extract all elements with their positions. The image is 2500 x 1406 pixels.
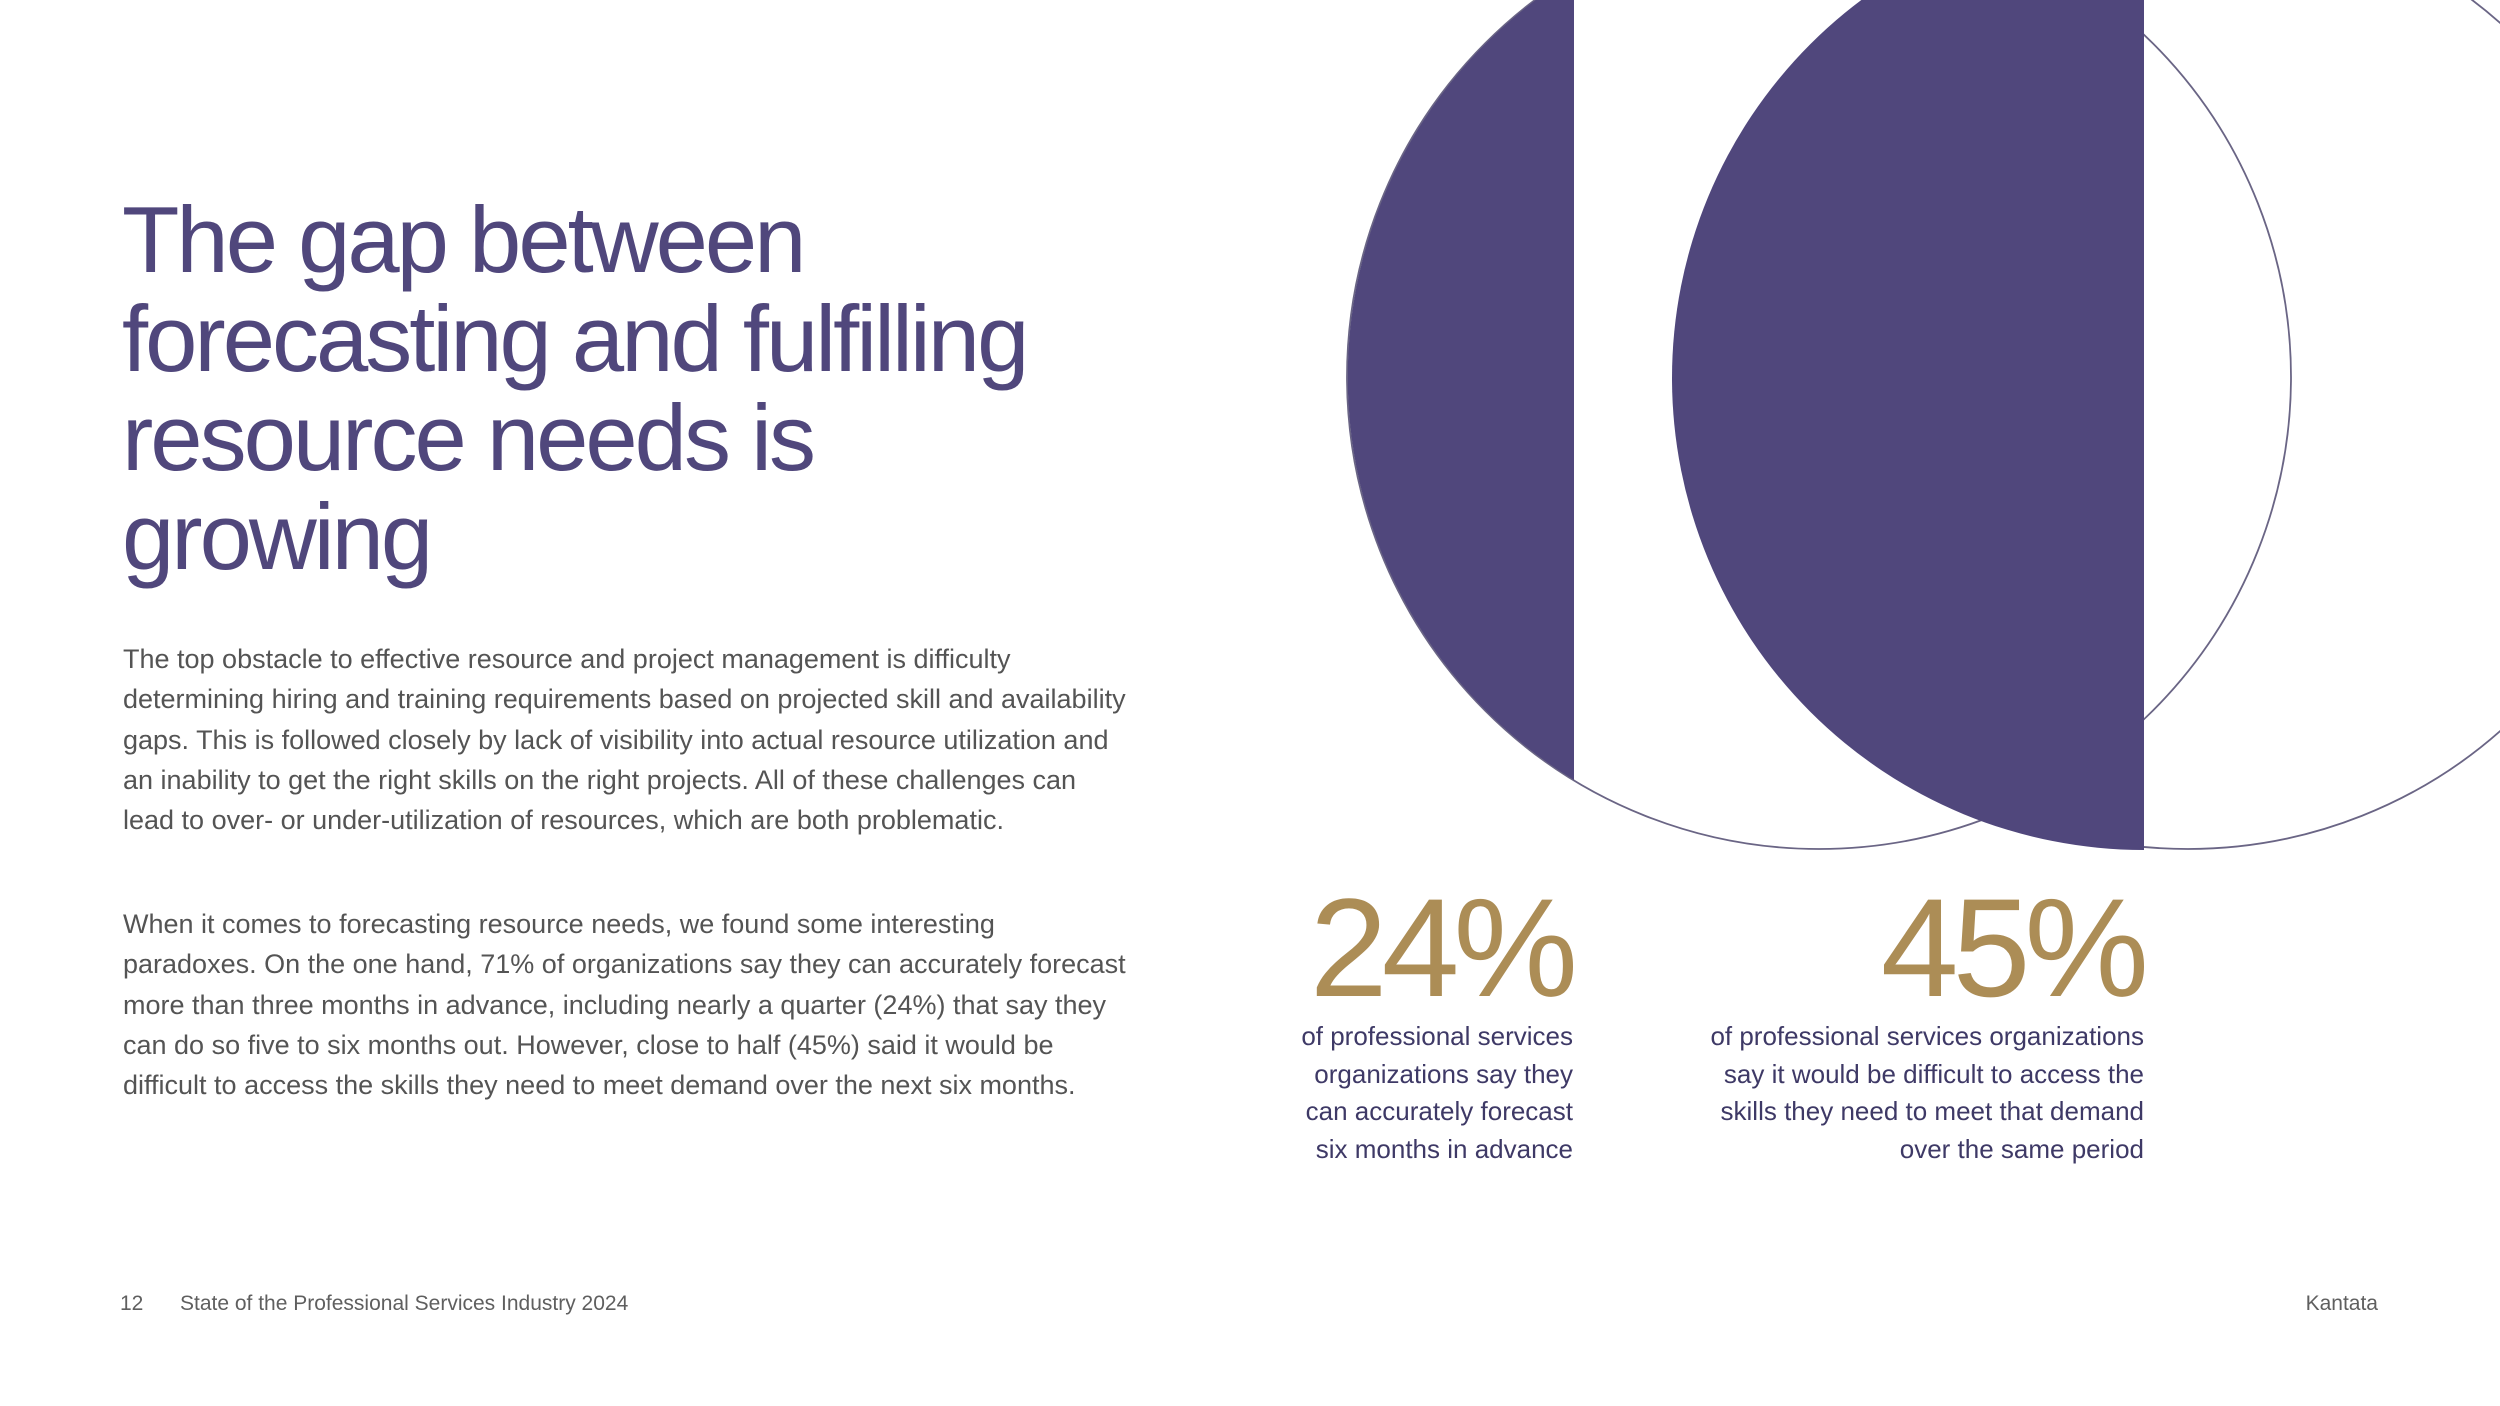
title-line: The gap between <box>122 187 806 292</box>
intro-paragraph: The top obstacle to effective resource a… <box>123 644 1126 836</box>
left-half-disc <box>1347 0 1574 780</box>
caption-line: of professional services organizations <box>1710 1021 2144 1051</box>
stat-difficulty-caption: of professional services organizations s… <box>1710 1018 2144 1169</box>
title-line: forecasting and fulfilling <box>122 286 1029 391</box>
brand-name: Kantata <box>2305 1292 2378 1315</box>
title-line: resource needs is <box>122 385 816 490</box>
caption-line: six months in advance <box>1315 1134 1573 1165</box>
caption-line: organizations say they <box>1314 1058 1573 1089</box>
page-number: 12 <box>120 1292 144 1315</box>
right-half-disc <box>1672 0 2144 850</box>
forecasting-paragraph: When it comes to forecasting resource ne… <box>123 909 1126 1101</box>
stat-difficulty-percent: 45% <box>1880 869 2149 1026</box>
page-title: The gap between forecasting and fulfilli… <box>122 190 1202 586</box>
caption-line: of professional services <box>1301 1021 1573 1051</box>
caption-line: skills they need to meet that demand <box>1720 1096 2144 1127</box>
caption-line: over the same period <box>1899 1134 2144 1165</box>
left-circle-outline <box>1346 0 2292 850</box>
stat-forecast-percent: 24% <box>1309 869 1578 1026</box>
caption-line: say it would be difficult to access the <box>1723 1058 2144 1089</box>
stat-forecast-caption: of professional services organizations s… <box>1301 1018 1573 1169</box>
caption-line: can accurately forecast <box>1305 1096 1573 1127</box>
title-line: growing <box>122 484 433 589</box>
report-title: State of the Professional Services Indus… <box>180 1292 629 1315</box>
